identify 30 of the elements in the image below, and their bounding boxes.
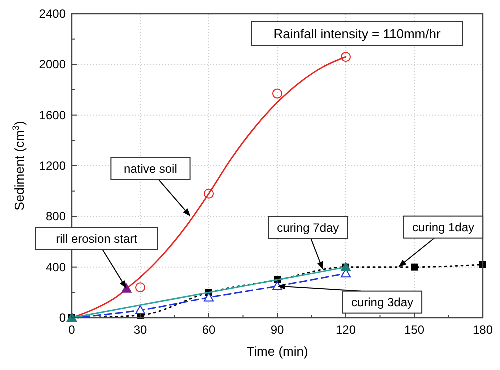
annotation: Rainfall intensity = 110mm/hr [274, 26, 442, 42]
point [272, 88, 282, 99]
x-tick-label: 0 [68, 323, 76, 337]
y-tick-label: 400 [46, 260, 66, 274]
point [136, 305, 146, 314]
x-tick-label: 180 [472, 323, 494, 337]
x-tick-label: 120 [336, 323, 356, 337]
y-tick-label: 800 [46, 210, 66, 224]
y-tick-label: 0 [59, 311, 66, 325]
point [204, 292, 214, 302]
x-tick-label: 60 [202, 323, 216, 337]
point [204, 188, 214, 199]
y-tick-label: 1600 [39, 108, 66, 122]
x-tick-label: 150 [404, 323, 425, 337]
x-tick-label: 90 [270, 323, 284, 337]
y-tick-label: 2000 [39, 58, 66, 72]
y-tick-label: 1200 [39, 159, 66, 173]
point [341, 52, 351, 62]
annotation: rill erosion start [56, 232, 138, 246]
point [136, 282, 146, 293]
annotation: native soil [124, 162, 178, 176]
annotation: curing 3day [351, 296, 414, 310]
point [122, 284, 132, 293]
point [272, 281, 282, 290]
y-tick-label: 2400 [39, 7, 66, 21]
x-axis-title: Time (min) [246, 344, 308, 359]
point [411, 264, 418, 271]
annotation: curing 7day [277, 221, 340, 236]
annotation: curing 1day [412, 220, 475, 235]
x-tick-label: 30 [134, 323, 148, 337]
